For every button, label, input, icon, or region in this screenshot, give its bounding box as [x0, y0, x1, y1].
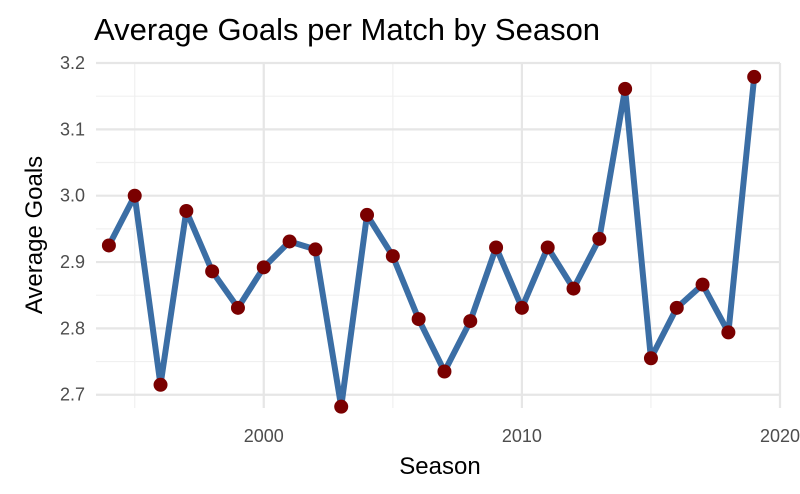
data-point: [179, 203, 194, 218]
y-tick-label: 3.1: [60, 119, 85, 139]
data-point: [721, 325, 736, 340]
y-tick-label: 2.9: [60, 252, 85, 272]
data-point: [747, 69, 762, 84]
y-tick-label: 2.8: [60, 318, 85, 338]
data-point: [566, 281, 581, 296]
data-point: [411, 312, 426, 327]
data-point: [643, 351, 658, 366]
data-point: [334, 399, 349, 414]
data-point: [230, 300, 245, 315]
data-point: [385, 249, 400, 264]
chart-title: Average Goals per Match by Season: [94, 12, 600, 47]
data-point: [101, 238, 116, 253]
data-point: [489, 240, 504, 255]
x-axis-title: Season: [399, 453, 480, 480]
data-point: [463, 314, 478, 329]
x-tick-label: 2020: [760, 426, 800, 446]
data-point: [540, 240, 555, 255]
y-tick-label: 3.2: [60, 53, 85, 73]
data-point: [127, 188, 142, 203]
y-tick-label: 3.0: [60, 186, 85, 206]
data-point: [514, 300, 529, 315]
data-point: [256, 260, 271, 275]
data-point: [669, 300, 684, 315]
y-tick-label: 2.7: [60, 385, 85, 405]
tick-labels: 2000 2010 2020 2.7 2.8 2.9 3.0 3.1 3.2: [60, 53, 800, 446]
data-point: [308, 242, 323, 257]
data-point: [437, 364, 452, 379]
data-point: [282, 234, 297, 249]
data-point: [618, 81, 633, 96]
data-point: [153, 377, 168, 392]
data-point: [205, 264, 220, 279]
x-tick-label: 2010: [502, 426, 542, 446]
series: [101, 69, 762, 414]
data-point: [695, 277, 710, 292]
y-axis-title: Average Goals: [21, 156, 48, 314]
x-tick-label: 2000: [244, 426, 284, 446]
series-line: [105, 73, 758, 410]
data-point: [360, 207, 375, 222]
data-point: [592, 231, 607, 246]
